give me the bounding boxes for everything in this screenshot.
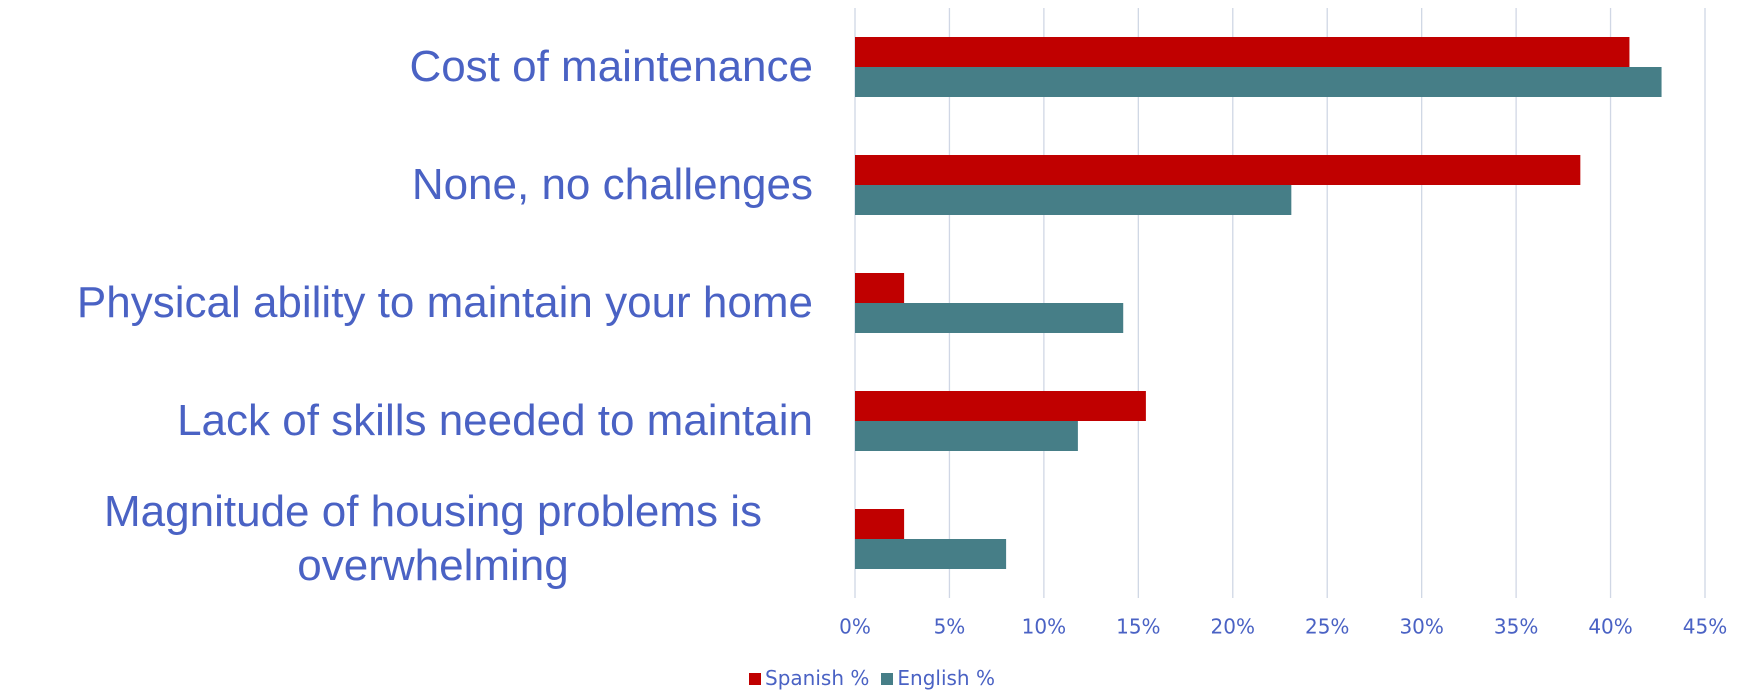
x-tick-label: 15%: [1116, 615, 1160, 639]
x-tick-label: 20%: [1211, 615, 1255, 639]
legend-item: English %: [881, 666, 995, 690]
category-label: Physical ability to maintain your home: [53, 276, 813, 330]
legend-swatch: [881, 673, 894, 685]
x-tick-label: 10%: [1022, 615, 1066, 639]
legend-swatch: [749, 673, 762, 685]
category-text: Cost of maintenance: [409, 42, 813, 91]
bar: [855, 273, 905, 303]
category-text: Physical ability to maintain your home: [76, 278, 813, 327]
legend-label: Spanish %: [765, 666, 870, 690]
x-tick-label: 40%: [1588, 615, 1632, 639]
category-label: None, no challenges: [53, 158, 813, 212]
category-text: Magnitude of housing problems is overwhe…: [104, 487, 762, 590]
bar: [855, 67, 1662, 97]
x-tick-label: 45%: [1683, 615, 1727, 639]
category-text: None, no challenges: [411, 160, 813, 209]
legend: Spanish % English %: [0, 666, 1744, 690]
x-tick-label: 30%: [1399, 615, 1443, 639]
bar: [855, 539, 1007, 569]
bar: [855, 155, 1581, 185]
category-label: Cost of maintenance: [53, 40, 813, 94]
x-tick-label: 5%: [934, 615, 966, 639]
legend-label: English %: [897, 666, 995, 690]
category-label: Lack of skills needed to maintain: [53, 394, 813, 448]
bar: [855, 37, 1630, 67]
category-text: Lack of skills needed to maintain: [177, 396, 813, 445]
bar: [855, 509, 905, 539]
x-tick-label: 25%: [1305, 615, 1349, 639]
bar: [855, 303, 1124, 333]
bar: [855, 391, 1146, 421]
bar: [855, 421, 1078, 451]
x-tick-label: 35%: [1494, 615, 1538, 639]
category-label: Magnitude of housing problems is overwhe…: [53, 485, 813, 593]
x-tick-label: 0%: [839, 615, 871, 639]
legend-item: Spanish %: [749, 666, 869, 690]
bar: [855, 185, 1292, 215]
